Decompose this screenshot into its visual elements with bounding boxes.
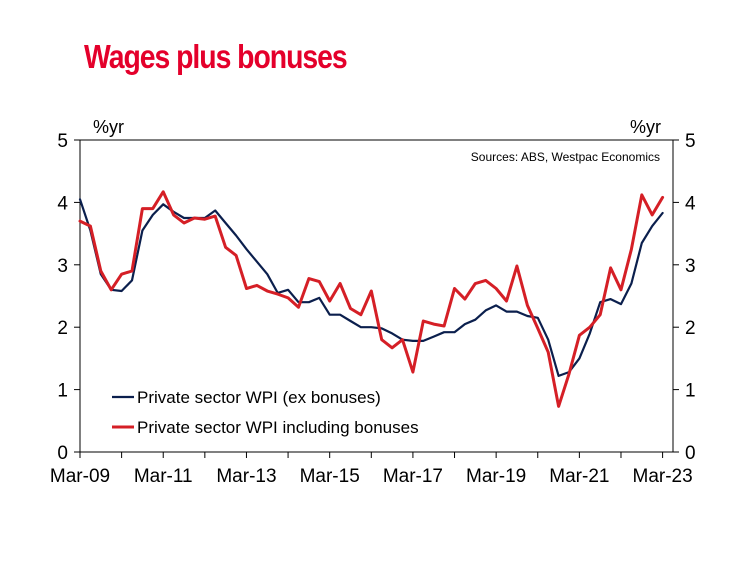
right-y-tick-label: 5 (685, 131, 696, 152)
right-y-tick-label: 2 (685, 318, 696, 339)
source-note: Sources: ABS, Westpac Economics (471, 150, 660, 164)
left-y-tick-label: 5 (57, 131, 68, 152)
legend-label-including-bonuses: Private sector WPI including bonuses (137, 418, 419, 437)
legend-label-ex-bonuses: Private sector WPI (ex bonuses) (137, 388, 381, 407)
x-tick-label: Mar-21 (549, 466, 609, 487)
x-tick-label: Mar-11 (134, 466, 193, 487)
right-y-tick-label: 3 (685, 256, 696, 277)
x-tick-label: Mar-23 (633, 466, 693, 487)
series-lines (78, 190, 665, 408)
left-y-tick-label: 2 (57, 318, 68, 339)
legend: Private sector WPI (ex bonuses) Private … (112, 388, 419, 437)
left-y-tick-label: 1 (57, 381, 68, 402)
x-tick-label: Mar-09 (50, 466, 110, 487)
left-y-tick-label: 0 (57, 443, 68, 464)
series-line-including-bonuses (78, 190, 665, 408)
plot-area-frame (79, 139, 674, 453)
x-tick-label: Mar-17 (383, 466, 443, 487)
right-y-tick-label: 4 (685, 193, 696, 214)
x-axis-ticks: Mar-09 Mar-11 Mar-13 Mar-15 Mar-17 Mar-19 Mar-… (50, 452, 693, 487)
chart-title: Wages plus bonuses (84, 38, 348, 75)
right-y-axis-unit: %yr (630, 117, 661, 137)
right-y-tick-label: 0 (685, 443, 696, 464)
left-y-axis-ticks: 0 1 2 3 4 5 (57, 131, 80, 464)
left-y-tick-label: 3 (57, 256, 68, 277)
series-line-ex-bonuses (78, 198, 664, 377)
left-y-tick-label: 4 (57, 193, 68, 214)
right-y-axis-ticks: 0 1 2 3 4 5 (673, 131, 696, 464)
x-tick-label: Mar-13 (216, 466, 276, 487)
right-y-tick-label: 1 (685, 381, 696, 402)
left-y-axis-unit: %yr (93, 117, 124, 137)
x-tick-label: Mar-15 (300, 466, 360, 487)
x-tick-label: Mar-19 (466, 466, 526, 487)
